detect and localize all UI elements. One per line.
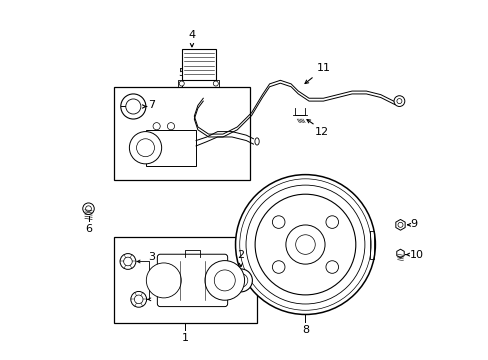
Bar	[113, 87, 249, 180]
Text: 4: 4	[188, 30, 195, 40]
Text: 7: 7	[147, 100, 155, 110]
Circle shape	[255, 194, 355, 295]
Text: 1: 1	[182, 333, 188, 343]
Circle shape	[285, 225, 325, 264]
Circle shape	[120, 253, 136, 269]
Circle shape	[214, 270, 235, 291]
Circle shape	[325, 216, 338, 228]
Text: 5: 5	[178, 68, 185, 78]
Circle shape	[325, 261, 338, 273]
Circle shape	[213, 81, 218, 86]
Circle shape	[131, 292, 146, 307]
Bar	[113, 237, 257, 323]
Text: 12: 12	[314, 127, 328, 137]
Circle shape	[396, 99, 401, 104]
Circle shape	[136, 139, 154, 157]
Text: 9: 9	[409, 219, 416, 229]
Circle shape	[295, 235, 315, 255]
Circle shape	[239, 179, 370, 310]
Circle shape	[123, 257, 132, 266]
Circle shape	[85, 206, 91, 212]
Text: 8: 8	[301, 324, 308, 334]
Text: 11: 11	[316, 63, 330, 73]
Circle shape	[129, 132, 162, 164]
Circle shape	[204, 261, 244, 300]
Ellipse shape	[254, 138, 259, 145]
Text: 10: 10	[409, 250, 423, 260]
Bar	[182, 49, 215, 80]
Circle shape	[167, 123, 174, 130]
Circle shape	[229, 269, 252, 292]
Circle shape	[179, 81, 184, 86]
Text: 6: 6	[85, 224, 92, 234]
Circle shape	[272, 261, 285, 273]
Circle shape	[121, 94, 145, 119]
Text: 2: 2	[237, 250, 244, 260]
Circle shape	[272, 216, 285, 228]
Circle shape	[235, 175, 375, 315]
Circle shape	[245, 185, 364, 304]
Circle shape	[234, 274, 247, 287]
Circle shape	[82, 203, 94, 215]
Circle shape	[125, 99, 141, 114]
Circle shape	[397, 222, 402, 227]
Circle shape	[153, 123, 160, 130]
FancyBboxPatch shape	[157, 254, 227, 307]
Bar	[145, 130, 196, 166]
Circle shape	[146, 263, 181, 298]
Circle shape	[134, 295, 142, 303]
Text: 3: 3	[147, 252, 154, 262]
Circle shape	[393, 96, 404, 107]
